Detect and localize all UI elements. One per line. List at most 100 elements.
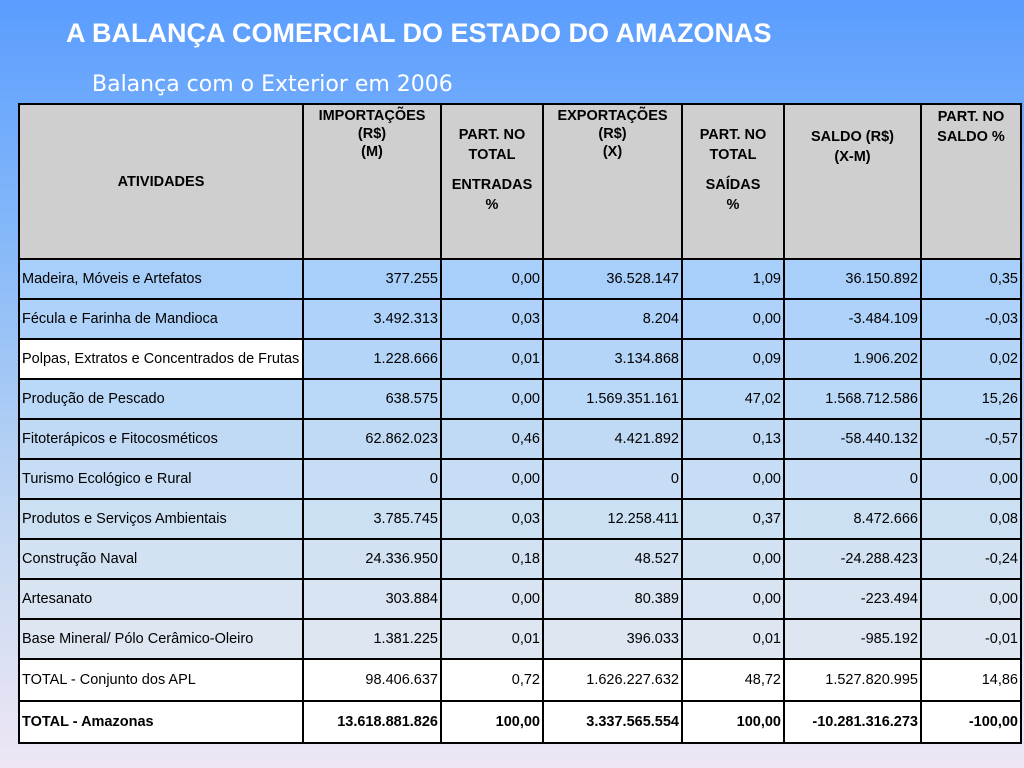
cell-importacoes: 1.228.666 [302, 338, 442, 380]
header-part-entradas: PART. NO TOTAL ENTRADAS % [440, 103, 544, 260]
cell-saldo: 1.568.712.586 [783, 378, 922, 420]
cell-part-entradas: 0,46 [440, 418, 544, 460]
cell-part-saidas: 1,09 [681, 258, 785, 300]
header-importacoes: IMPORTAÇÕES (R$) (M) [302, 103, 442, 260]
table-row: Construção Naval 24.336.950 0,18 48.527 0,00… [18, 538, 1022, 580]
table-row: Produção de Pescado 638.575 0,00 1.569.351.… [18, 378, 1022, 420]
cell-importacoes: 3.492.313 [302, 298, 442, 340]
cell-part-entradas: 0,00 [440, 578, 544, 620]
cell-atividade: Produtos e Serviços Ambientais [18, 498, 304, 540]
cell-part-saldo: 0,35 [920, 258, 1022, 300]
cell-importacoes: 13.618.881.826 [302, 700, 442, 744]
cell-importacoes: 377.255 [302, 258, 442, 300]
header-exportacoes: EXPORTAÇÕES (R$) (X) [542, 103, 683, 260]
cell-exportacoes: 80.389 [542, 578, 683, 620]
table-header-row: ATIVIDADES IMPORTAÇÕES (R$) (M) PART. NO… [18, 103, 1022, 260]
header-part-entradas-line: ENTRADAS [451, 177, 533, 193]
cell-saldo: 36.150.892 [783, 258, 922, 300]
cell-part-saidas: 0,00 [681, 298, 785, 340]
cell-part-saidas: 0,01 [681, 618, 785, 660]
header-importacoes-line: IMPORTAÇÕES [318, 108, 426, 124]
cell-part-entradas: 0,00 [440, 378, 544, 420]
cell-part-saidas: 100,00 [681, 700, 785, 744]
cell-part-saidas: 0,09 [681, 338, 785, 380]
cell-part-saldo: -100,00 [920, 700, 1022, 744]
cell-atividade: Polpas, Extratos e Concentrados de Fruta… [18, 338, 304, 380]
cell-exportacoes: 0 [542, 458, 683, 500]
page-title: A BALANÇA COMERCIAL DO ESTADO DO AMAZONA… [66, 18, 772, 48]
cell-saldo: 1.527.820.995 [783, 658, 922, 702]
cell-part-saldo: 14,86 [920, 658, 1022, 702]
cell-part-entradas: 0,00 [440, 458, 544, 500]
header-atividades: ATIVIDADES [18, 103, 304, 260]
cell-exportacoes: 3.337.565.554 [542, 700, 683, 744]
header-atividades-label: ATIVIDADES [117, 173, 205, 190]
table-row: TOTAL - Amazonas 13.618.881.826 100,00 3.33… [18, 700, 1022, 744]
cell-part-saidas: 0,37 [681, 498, 785, 540]
header-exportacoes-line: (R$) [598, 126, 627, 142]
cell-importacoes: 638.575 [302, 378, 442, 420]
cell-saldo: 0 [783, 458, 922, 500]
header-part-entradas-line: % [485, 197, 499, 213]
cell-part-saidas: 0,00 [681, 578, 785, 620]
header-part-entradas-line: PART. NO [458, 127, 526, 143]
cell-part-saldo: 0,02 [920, 338, 1022, 380]
cell-part-entradas: 0,01 [440, 618, 544, 660]
cell-atividade: TOTAL - Conjunto dos APL [18, 658, 304, 702]
cell-saldo: -223.494 [783, 578, 922, 620]
header-importacoes-line: (R$) [357, 126, 387, 142]
header-part-saidas-line: PART. NO [699, 127, 767, 143]
cell-saldo: -10.281.316.273 [783, 700, 922, 744]
cell-part-entradas: 100,00 [440, 700, 544, 744]
header-exportacoes-line: EXPORTAÇÕES [557, 108, 668, 124]
header-part-saldo: PART. NO SALDO % [920, 103, 1022, 260]
cell-exportacoes: 8.204 [542, 298, 683, 340]
cell-atividade: TOTAL - Amazonas [18, 700, 304, 744]
header-part-saidas-line: SAÍDAS [705, 177, 761, 193]
cell-part-saidas: 48,72 [681, 658, 785, 702]
cell-part-entradas: 0,03 [440, 298, 544, 340]
cell-part-entradas: 0,00 [440, 258, 544, 300]
cell-importacoes: 1.381.225 [302, 618, 442, 660]
cell-exportacoes: 36.528.147 [542, 258, 683, 300]
cell-atividade: Artesanato [18, 578, 304, 620]
cell-part-saidas: 47,02 [681, 378, 785, 420]
table-row: Artesanato 303.884 0,00 80.389 0,00 -223.494 0… [18, 578, 1022, 620]
cell-exportacoes: 12.258.411 [542, 498, 683, 540]
table-row: Fécula e Farinha de Mandioca 3.492.313 0,0… [18, 298, 1022, 340]
header-part-saidas-line: TOTAL [709, 147, 757, 163]
page-subtitle: Balança com o Exterior em 2006 [92, 72, 453, 97]
cell-saldo: -24.288.423 [783, 538, 922, 580]
cell-part-saidas: 0,00 [681, 458, 785, 500]
header-importacoes-line: (M) [361, 144, 383, 160]
cell-exportacoes: 396.033 [542, 618, 683, 660]
cell-part-saidas: 0,13 [681, 418, 785, 460]
cell-atividade: Turismo Ecológico e Rural [18, 458, 304, 500]
header-part-saidas: PART. NO TOTAL SAÍDAS % [681, 103, 785, 260]
cell-atividade: Construção Naval [18, 538, 304, 580]
cell-atividade: Fécula e Farinha de Mandioca [18, 298, 304, 340]
cell-importacoes: 62.862.023 [302, 418, 442, 460]
cell-atividade: Madeira, Móveis e Artefatos [18, 258, 304, 300]
cell-part-saidas: 0,00 [681, 538, 785, 580]
cell-part-entradas: 0,18 [440, 538, 544, 580]
cell-importacoes: 24.336.950 [302, 538, 442, 580]
cell-saldo: 8.472.666 [783, 498, 922, 540]
cell-part-saldo: -0,57 [920, 418, 1022, 460]
header-part-entradas-line: TOTAL [468, 147, 516, 163]
cell-saldo: -3.484.109 [783, 298, 922, 340]
cell-importacoes: 98.406.637 [302, 658, 442, 702]
cell-exportacoes: 48.527 [542, 538, 683, 580]
cell-part-saldo: 0,00 [920, 458, 1022, 500]
cell-exportacoes: 1.569.351.161 [542, 378, 683, 420]
cell-part-saldo: 0,08 [920, 498, 1022, 540]
cell-atividade: Fitoterápicos e Fitocosméticos [18, 418, 304, 460]
cell-exportacoes: 4.421.892 [542, 418, 683, 460]
header-saldo-line: (X-M) [834, 149, 871, 165]
cell-saldo: 1.906.202 [783, 338, 922, 380]
table-row: Fitoterápicos e Fitocosméticos 62.862.023… [18, 418, 1022, 460]
table-row: TOTAL - Conjunto dos APL 98.406.637 0,72 1.… [18, 658, 1022, 702]
cell-saldo: -985.192 [783, 618, 922, 660]
trade-balance-table: ATIVIDADES IMPORTAÇÕES (R$) (M) PART. NO… [18, 103, 1022, 744]
table-row: Turismo Ecológico e Rural 0 0,00 0 0,00 0 0,00 [18, 458, 1022, 500]
